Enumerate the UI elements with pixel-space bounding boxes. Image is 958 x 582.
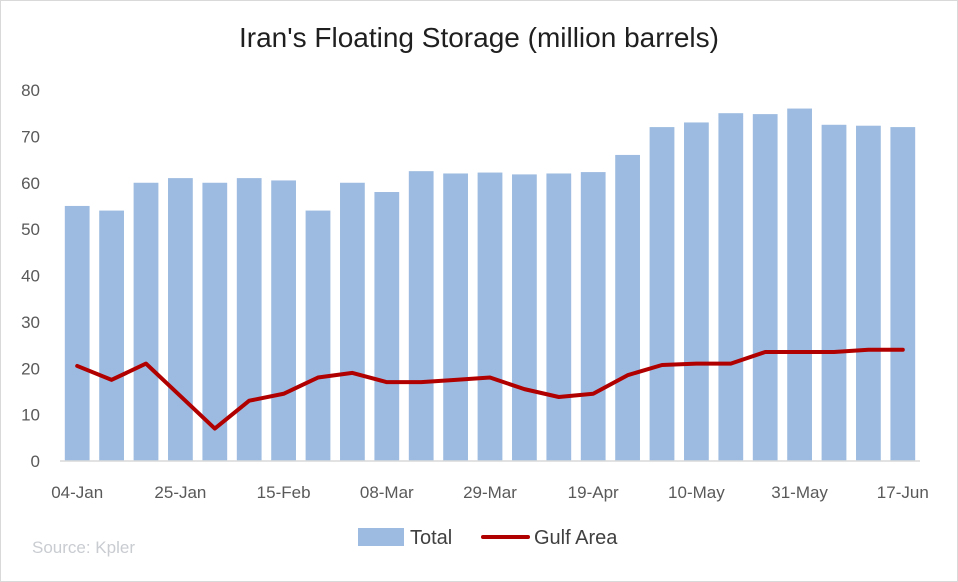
x-tick-label: 04-Jan [51, 483, 103, 502]
x-tick-label: 10-May [668, 483, 725, 502]
total-bar [168, 178, 193, 462]
y-tick-label: 40 [21, 267, 40, 286]
legend: Total Gulf Area [358, 527, 618, 549]
total-bar [202, 182, 228, 461]
total-bar [477, 172, 503, 462]
total-bar [718, 113, 744, 461]
y-tick-label: 70 [21, 127, 40, 146]
total-bar [374, 192, 400, 461]
total-bar [271, 180, 296, 461]
total-bar [133, 182, 159, 461]
total-bar [821, 124, 847, 461]
y-tick-label: 60 [21, 174, 40, 193]
total-bar [890, 127, 916, 461]
total-bar [64, 205, 90, 461]
total-bar [615, 154, 640, 462]
legend-swatch-total [358, 528, 404, 546]
x-tick-label: 25-Jan [154, 483, 206, 502]
total-bar [856, 125, 881, 462]
total-bar [649, 127, 675, 461]
total-bars [64, 108, 916, 462]
legend-label-gulf-area: Gulf Area [534, 527, 618, 549]
x-tick-label: 08-Mar [360, 483, 414, 502]
total-bar [580, 172, 606, 462]
y-tick-label: 20 [21, 359, 40, 378]
total-bar [408, 171, 434, 461]
total-bar [684, 122, 709, 462]
y-tick-label: 10 [21, 406, 40, 425]
total-bar [512, 174, 537, 461]
total-bar [787, 108, 812, 462]
y-tick-label: 30 [21, 313, 40, 332]
total-bar [236, 178, 262, 462]
x-axis: 04-Jan 25-Jan 15-Feb 08-Mar 29-Mar 19-Apr 10-M… [51, 483, 929, 502]
total-bar [443, 173, 468, 461]
total-bar [99, 210, 124, 461]
total-bar [752, 114, 778, 462]
x-tick-label: 19-Apr [568, 483, 619, 502]
gulf-area-series [75, 347, 905, 431]
total-bar [305, 210, 331, 461]
total-bar [546, 173, 572, 461]
y-axis: 0 10 20 30 40 50 60 70 80 [21, 81, 40, 471]
y-tick-label: 80 [21, 81, 40, 100]
total-bar [340, 182, 365, 461]
x-tick-label: 31-May [771, 483, 828, 502]
x-tick-label: 17-Jun [877, 483, 929, 502]
y-tick-label: 50 [21, 220, 40, 239]
source-note: Source: Kpler [32, 538, 135, 557]
y-tick-label: 0 [31, 452, 40, 471]
x-tick-label: 15-Feb [257, 483, 311, 502]
x-tick-label: 29-Mar [463, 483, 517, 502]
legend-label-total: Total [410, 527, 452, 549]
chart-title: Iran's Floating Storage (million barrels… [239, 22, 719, 53]
